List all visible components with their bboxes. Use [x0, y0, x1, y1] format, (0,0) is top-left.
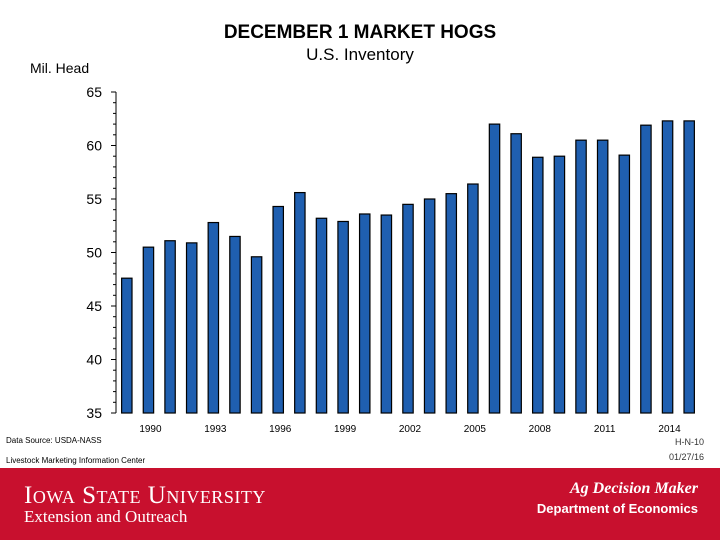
bar-1995 [250, 256, 263, 414]
bar-1989 [121, 277, 133, 414]
bar-2007 [510, 133, 522, 414]
bar-2015 [683, 120, 695, 414]
bar-2008 [531, 156, 544, 414]
ag-decision-maker-brand: Ag Decision Maker [570, 480, 698, 497]
bar-1990 [142, 246, 155, 414]
y-tick-label: 60 [86, 138, 102, 154]
bar-2000 [358, 213, 371, 414]
bar-1996 [272, 205, 285, 414]
chart-code: H-N-10 [674, 437, 704, 447]
x-tick-label: 1990 [139, 424, 162, 435]
x-tick-label: 2011 [594, 424, 616, 435]
bar-2012 [618, 154, 631, 414]
x-tick-label: 2002 [399, 424, 422, 435]
bar-2009 [553, 155, 566, 414]
x-tick-label: 1996 [269, 424, 292, 435]
y-axis-label: Mil. Head [30, 60, 90, 76]
chart-date: 01/27/16 [668, 452, 704, 462]
footer-banner [0, 468, 720, 540]
chart-subtitle: U.S. Inventory [306, 45, 414, 64]
bar-2004 [445, 193, 458, 414]
x-tick-label: 2005 [464, 424, 487, 435]
bar-1998 [315, 217, 328, 414]
bar-2005 [467, 183, 479, 414]
bar-2010 [575, 139, 587, 414]
y-tick-label: 35 [86, 405, 102, 421]
y-tick-label: 50 [86, 245, 102, 261]
bar-1991 [164, 240, 176, 414]
data-source-note: Data Source: USDA-NASS [6, 436, 102, 445]
department-name: Department of Economics [536, 501, 698, 516]
extension-name: Extension and Outreach [24, 507, 188, 526]
bar-2003 [423, 198, 436, 414]
bar-2011 [596, 139, 609, 414]
bar-2014 [661, 120, 674, 414]
bar-1994 [229, 235, 241, 414]
bar-1992 [185, 242, 198, 414]
x-tick-label: 1993 [204, 424, 227, 435]
y-tick-label: 55 [86, 191, 102, 207]
y-tick-label: 65 [86, 84, 102, 100]
bar-2013 [640, 124, 652, 414]
x-tick-label: 2008 [529, 424, 552, 435]
bar-chart: 35 40 45 50 55 60 65 1990 1993 1996 1999 2002 2005 20… [86, 84, 695, 435]
x-tick-label: 2014 [658, 424, 681, 435]
x-tick-label: 1999 [334, 424, 357, 435]
bar-2006 [488, 123, 501, 414]
y-tick-label: 45 [86, 298, 102, 314]
bar-2001 [380, 214, 393, 414]
y-tick-label: 40 [86, 352, 102, 368]
university-name: Iowa State University [24, 482, 266, 509]
lmic-credit: Livestock Marketing Information Center [6, 456, 146, 465]
bar-1997 [294, 191, 306, 414]
bar-1993 [207, 221, 220, 414]
chart-title: DECEMBER 1 MARKET HOGS [223, 22, 497, 43]
bar-1999 [337, 220, 349, 414]
bar-2002 [402, 203, 414, 414]
